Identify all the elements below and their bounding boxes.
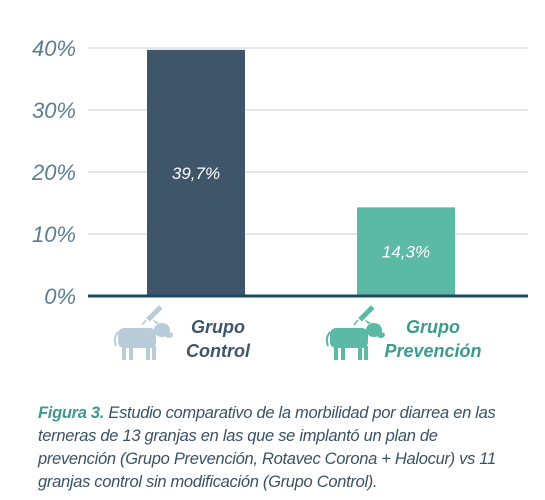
category-label: Grupo (191, 317, 245, 337)
syringe-needle (353, 319, 359, 326)
syringe-shape (358, 305, 375, 322)
calf-leg (341, 346, 345, 360)
calf-leg (358, 346, 362, 360)
calf-leg (146, 346, 150, 360)
y-tick-label: 30% (32, 98, 76, 123)
category-label: Control (186, 341, 251, 361)
calf-ear (364, 319, 371, 324)
y-tick-label: 40% (32, 36, 76, 61)
calf-ear (152, 319, 159, 324)
calf-leg (152, 346, 156, 360)
bar-value-label: 39,7% (172, 164, 220, 183)
calf-body (330, 328, 368, 348)
calf-tail (113, 331, 119, 347)
calf-leg (364, 346, 368, 360)
y-tick-label: 20% (31, 160, 76, 185)
y-tick-label: 0% (44, 284, 76, 309)
y-tick-label: 10% (32, 222, 76, 247)
calf-snout (377, 332, 385, 338)
calf-body (118, 328, 156, 348)
category-label: Grupo (406, 317, 460, 337)
calf-snout (165, 332, 173, 338)
caption-text: Estudio comparativo de la morbilidad por… (38, 404, 496, 491)
calf-leg (122, 346, 126, 360)
bar-value-label: 14,3% (382, 243, 430, 262)
calf-with-syringe-icon (113, 305, 173, 360)
bar (147, 49, 245, 296)
caption-label: Figura 3. (38, 404, 105, 422)
syringe-needle (141, 319, 147, 326)
calf-with-syringe-icon (325, 305, 385, 360)
bar-chart: 0% 10% 20% 30% 40% 39,7% 14,3% Grupo Control Grup… (31, 36, 528, 361)
bar (357, 207, 455, 296)
calf-leg (334, 346, 338, 360)
figure-caption: Figura 3. Estudio comparativo de la morb… (38, 402, 508, 494)
syringe-shape (146, 305, 163, 322)
calf-tail (325, 331, 331, 347)
category-label: Prevención (384, 341, 481, 361)
calf-leg (129, 346, 133, 360)
